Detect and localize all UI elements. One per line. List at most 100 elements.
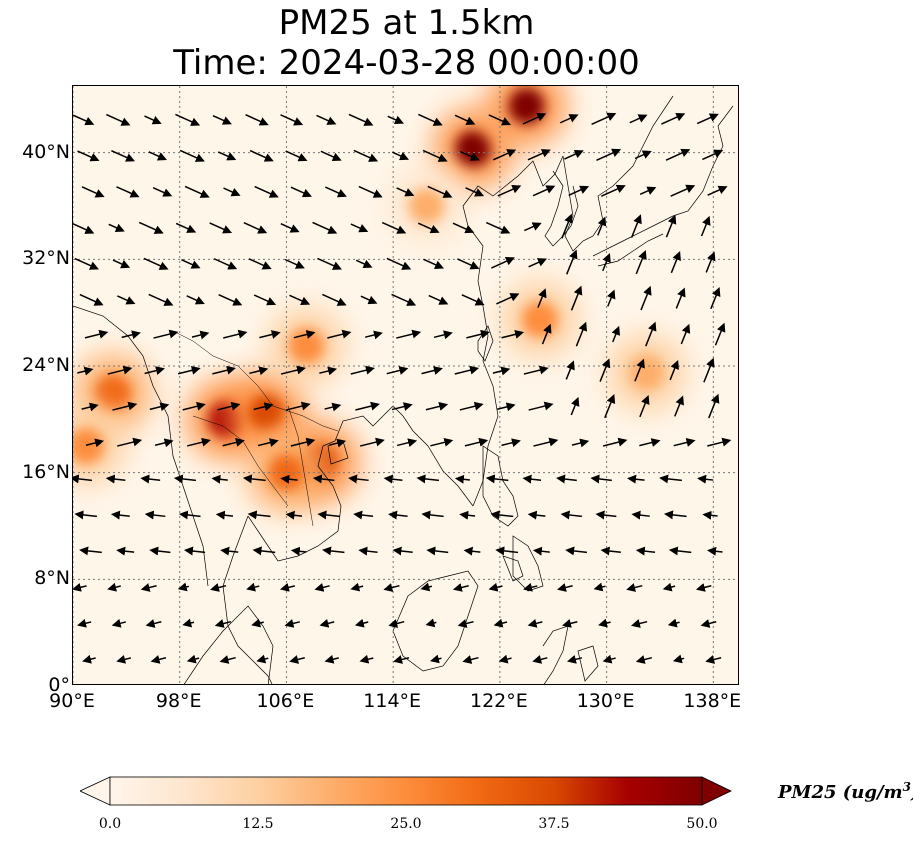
wind-arrow xyxy=(312,474,335,484)
wind-arrow xyxy=(497,402,516,412)
wind-arrow xyxy=(700,619,717,628)
wind-arrow xyxy=(433,330,453,340)
colorbar-label: PM25 (ug/m3) xyxy=(778,780,913,803)
wind-arrow xyxy=(639,438,661,447)
wind-arrow xyxy=(599,358,611,382)
wind-arrow xyxy=(223,187,241,197)
wind-arrow xyxy=(695,583,712,592)
wind-arrow xyxy=(427,185,453,198)
wind-arrow xyxy=(191,330,210,340)
wind-arrow xyxy=(669,359,679,381)
wind-arrow xyxy=(324,186,347,198)
wind-arrow xyxy=(111,618,127,628)
pm25-field xyxy=(73,86,687,513)
wind-arrow xyxy=(355,259,373,269)
wind-arrow xyxy=(84,329,109,339)
wind-arrow xyxy=(396,187,415,197)
wind-arrow xyxy=(212,365,236,375)
wind-arrow xyxy=(707,185,728,196)
wind-arrow xyxy=(459,150,480,161)
wind-arrow xyxy=(353,149,379,162)
wind-arrow xyxy=(186,654,200,664)
wind-arrow xyxy=(383,474,403,484)
wind-arrow xyxy=(557,583,573,592)
wind-arrow xyxy=(492,366,511,376)
wind-arrow xyxy=(634,358,645,382)
wind-arrow xyxy=(107,582,121,592)
wind-arrow xyxy=(564,149,584,160)
latitude-tick-label: 24°N xyxy=(22,354,70,376)
wind-arrow xyxy=(570,396,580,416)
wind-arrow xyxy=(365,330,383,340)
pm25-hotspot xyxy=(628,354,665,391)
wind-arrow xyxy=(665,214,677,238)
wind-arrow xyxy=(629,114,648,124)
colorbar-tick-label: 0.0 xyxy=(98,816,122,832)
wind-arrow xyxy=(667,618,680,628)
wind-arrow xyxy=(602,437,628,447)
wind-arrow xyxy=(635,250,647,275)
wind-arrow xyxy=(117,295,136,305)
wind-arrow xyxy=(322,546,345,556)
wind-arrow xyxy=(358,546,378,556)
wind-arrow xyxy=(425,402,449,411)
wind-arrow xyxy=(280,474,298,484)
latitude-tick-label: 32°N xyxy=(22,247,70,270)
wind-arrow xyxy=(639,186,657,196)
wind-arrow xyxy=(253,294,277,306)
wind-arrow xyxy=(110,510,130,520)
wind-arrow xyxy=(532,655,548,664)
wind-arrow xyxy=(659,474,682,484)
wind-arrow xyxy=(178,365,201,375)
wind-arrow xyxy=(354,618,369,628)
wind-arrow xyxy=(74,257,99,270)
wind-arrow xyxy=(430,654,442,664)
latitude-tick-label: 40°N xyxy=(22,140,70,163)
wind-arrow xyxy=(662,582,676,592)
wind-arrow xyxy=(213,258,238,270)
wind-arrow xyxy=(497,185,522,197)
wind-arrow xyxy=(707,437,732,447)
map-time-subtitle: Time: 2024-03-28 00:00:00 xyxy=(173,43,640,83)
wind-arrow xyxy=(462,655,479,664)
wind-arrow xyxy=(182,401,206,411)
wind-arrow xyxy=(252,546,276,556)
wind-arrow xyxy=(498,654,512,664)
wind-arrow xyxy=(707,546,723,556)
wind-arrow xyxy=(528,401,554,411)
wind-arrow xyxy=(392,151,410,161)
wind-arrow xyxy=(218,293,243,306)
wind-arrow xyxy=(105,474,126,484)
pm25-hotspot xyxy=(95,374,132,411)
wind-arrow xyxy=(635,546,656,556)
wind-arrow xyxy=(635,655,653,664)
wind-arrow xyxy=(560,510,582,520)
wind-arrow xyxy=(383,583,400,592)
pm25-hotspot xyxy=(508,88,545,124)
wind-arrow xyxy=(355,401,380,411)
wind-arrow xyxy=(627,474,645,484)
wind-arrow xyxy=(186,295,205,305)
wind-arrow xyxy=(81,186,105,198)
wind-arrow xyxy=(674,395,684,417)
wind-arrow xyxy=(79,293,104,306)
wind-arrow xyxy=(279,583,296,592)
wind-arrow xyxy=(397,438,418,448)
wind-arrow xyxy=(565,360,575,380)
wind-arrow xyxy=(316,114,337,125)
wind-arrow xyxy=(251,618,264,628)
wind-arrow xyxy=(634,150,652,160)
wind-arrow xyxy=(314,583,330,592)
wind-arrow xyxy=(145,619,162,628)
wind-arrow xyxy=(452,222,475,234)
wind-arrow xyxy=(116,654,132,664)
wind-arrow xyxy=(77,150,100,162)
longitude-tick-label: 138°E xyxy=(683,690,742,712)
wind-arrow xyxy=(630,214,642,238)
wind-arrow xyxy=(607,289,616,307)
wind-arrow xyxy=(178,510,201,520)
wind-arrow xyxy=(73,223,95,234)
colorbar-gradient xyxy=(109,776,703,806)
wind-arrow xyxy=(645,321,657,347)
wind-arrow xyxy=(353,510,374,520)
